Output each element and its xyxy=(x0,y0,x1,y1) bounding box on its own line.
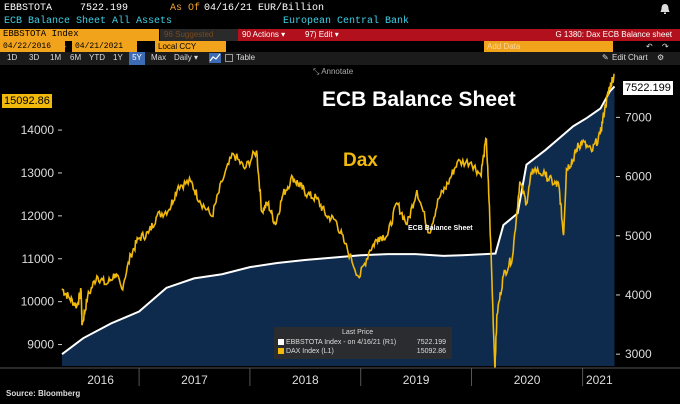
table-button[interactable]: Table xyxy=(236,53,256,62)
legend-value-dax: 15092.86 xyxy=(416,348,446,355)
undo-icon[interactable]: ↶ xyxy=(646,42,653,51)
legend-swatch-ecb xyxy=(278,339,284,346)
right-tick-label: 6000 xyxy=(625,170,652,184)
ecb-area-fill xyxy=(62,86,615,366)
source-org: European Central Bank xyxy=(283,16,410,27)
range-1m[interactable]: 1M xyxy=(50,53,62,62)
edit-chart-icon: ✎ xyxy=(602,53,609,62)
end-date-field[interactable]: 04/21/2021 xyxy=(72,41,137,52)
legend-item-ecb: EBBSTOTA Index - on 4/16/21 (R1) 7522.19… xyxy=(278,339,450,346)
actions-menu[interactable]: 90 Actions ▾ xyxy=(238,29,302,41)
as-of-label: As Of xyxy=(170,3,201,14)
legend-value-ecb: 7522.199 xyxy=(416,339,446,346)
annotate-icon: ⤡ xyxy=(313,67,322,76)
range-6m[interactable]: 6M xyxy=(70,53,82,62)
date-bar: 04/22/2016 - 04/21/2021 Local CCY Add Da… xyxy=(0,41,680,52)
series-title: ECB Balance Sheet All Assets xyxy=(4,16,173,27)
right-tick-label: 7000 xyxy=(625,110,652,124)
range-1y[interactable]: 1Y xyxy=(113,53,123,62)
range-1d[interactable]: 1D xyxy=(7,53,18,62)
legend: Last Price EBBSTOTA Index - on 4/16/21 (… xyxy=(274,327,452,359)
ecb-current-label: 7522.199 xyxy=(623,81,673,95)
range-5y[interactable]: 5Y xyxy=(129,52,145,65)
currency-select[interactable]: Local CCY xyxy=(155,41,226,52)
settings-icon[interactable]: ⚙ xyxy=(657,53,665,62)
annotate-label: Annotate xyxy=(321,67,354,76)
dax-current-label: 15092.86 xyxy=(2,94,52,108)
left-tick-label: 10000 xyxy=(21,295,55,309)
left-tick-label: 9000 xyxy=(27,338,54,352)
edit-menu[interactable]: 97) Edit ▾ xyxy=(301,29,360,41)
x-tick-label: 2020 xyxy=(514,373,541,387)
security-field[interactable]: EBBSTOTA Index xyxy=(0,29,159,41)
command-bar: EBBSTOTA Index 96 Suggested Charts 90 Ac… xyxy=(0,29,680,50)
edit-chart-button[interactable]: Edit Chart xyxy=(612,53,648,62)
left-tick-label: 13000 xyxy=(21,166,55,180)
dax-series-line xyxy=(61,73,615,369)
add-data-field[interactable]: Add Data xyxy=(484,41,613,52)
frequency-select[interactable]: Daily ▾ xyxy=(174,53,199,62)
annotate-button[interactable]: ⤡ Annotate xyxy=(313,67,353,77)
x-tick-label: 2019 xyxy=(403,373,430,387)
plot-area xyxy=(62,70,616,366)
legend-label-ecb: EBBSTOTA Index - on 4/16/21 (R1) xyxy=(285,339,397,346)
redo-icon[interactable]: ↷ xyxy=(662,42,669,51)
range-max[interactable]: Max xyxy=(151,53,167,62)
x-tick-label: 2016 xyxy=(87,373,114,387)
left-tick-label: 12000 xyxy=(21,209,55,223)
x-tick-label: 2021 xyxy=(586,373,613,387)
right-tick-label: 3000 xyxy=(625,347,652,361)
ecb-annotation: ECB Balance Sheet xyxy=(408,225,473,232)
ticker-label: EBBSTOTA xyxy=(4,3,53,14)
units-label: EUR/Billion xyxy=(258,3,325,14)
as-of-date: 04/16/21 xyxy=(204,3,253,14)
suggested-charts-button[interactable]: 96 Suggested Charts xyxy=(160,29,238,50)
table-icon[interactable] xyxy=(225,54,233,62)
dax-annotation: Dax xyxy=(343,150,378,171)
alarm-icon[interactable] xyxy=(658,2,672,16)
legend-swatch-dax xyxy=(278,348,284,355)
ecb-series-line xyxy=(61,85,616,355)
page-title-text: G 1380: Dax ECB Balance sheet xyxy=(555,30,672,39)
last-value: 7522.199 xyxy=(80,3,129,14)
legend-title: Last Price xyxy=(342,329,374,336)
chart-title: ECB Balance Sheet xyxy=(322,88,516,111)
footer-source: Source: Bloomberg xyxy=(6,389,81,398)
line-chart-icon[interactable] xyxy=(209,53,221,63)
right-tick-label: 4000 xyxy=(625,288,652,302)
right-tick-label: 5000 xyxy=(625,229,652,243)
range-ytd[interactable]: YTD xyxy=(89,53,105,62)
legend-label-dax: DAX Index (L1) xyxy=(285,348,334,355)
range-3d[interactable]: 3D xyxy=(29,53,40,62)
left-tick-label: 14000 xyxy=(21,123,55,137)
x-tick-label: 2017 xyxy=(181,373,208,387)
x-tick-label: 2018 xyxy=(292,373,319,387)
start-date-field[interactable]: 04/22/2016 xyxy=(0,41,65,52)
date-separator: - xyxy=(64,42,67,51)
range-bar: 1D 3D 1M 6M YTD 1Y 5Y Max Daily ▾ Table … xyxy=(0,52,680,65)
left-tick-label: 11000 xyxy=(22,252,55,266)
page-title: G 1380: Dax ECB Balance sheet xyxy=(359,29,680,41)
legend-item-dax: DAX Index (L1) 15092.86 xyxy=(278,348,450,355)
